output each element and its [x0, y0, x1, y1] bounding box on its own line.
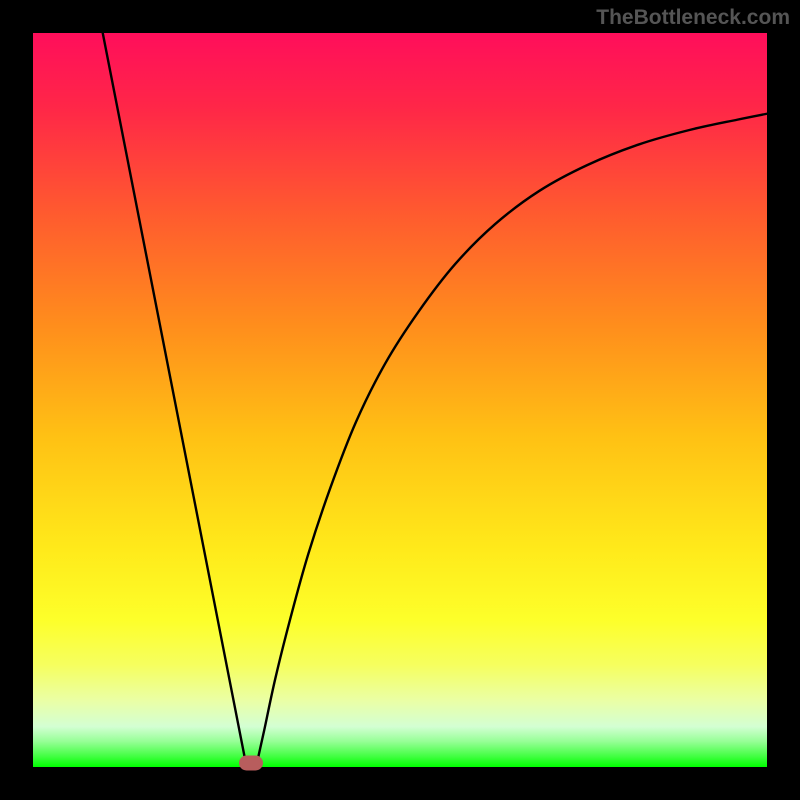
curve-right [257, 114, 767, 764]
watermark-text: TheBottleneck.com [596, 6, 790, 30]
plot-area [33, 33, 767, 767]
chart-container: TheBottleneck.com [0, 0, 800, 800]
curve-layer [33, 33, 767, 767]
curve-left [103, 33, 246, 763]
min-marker [239, 756, 263, 771]
